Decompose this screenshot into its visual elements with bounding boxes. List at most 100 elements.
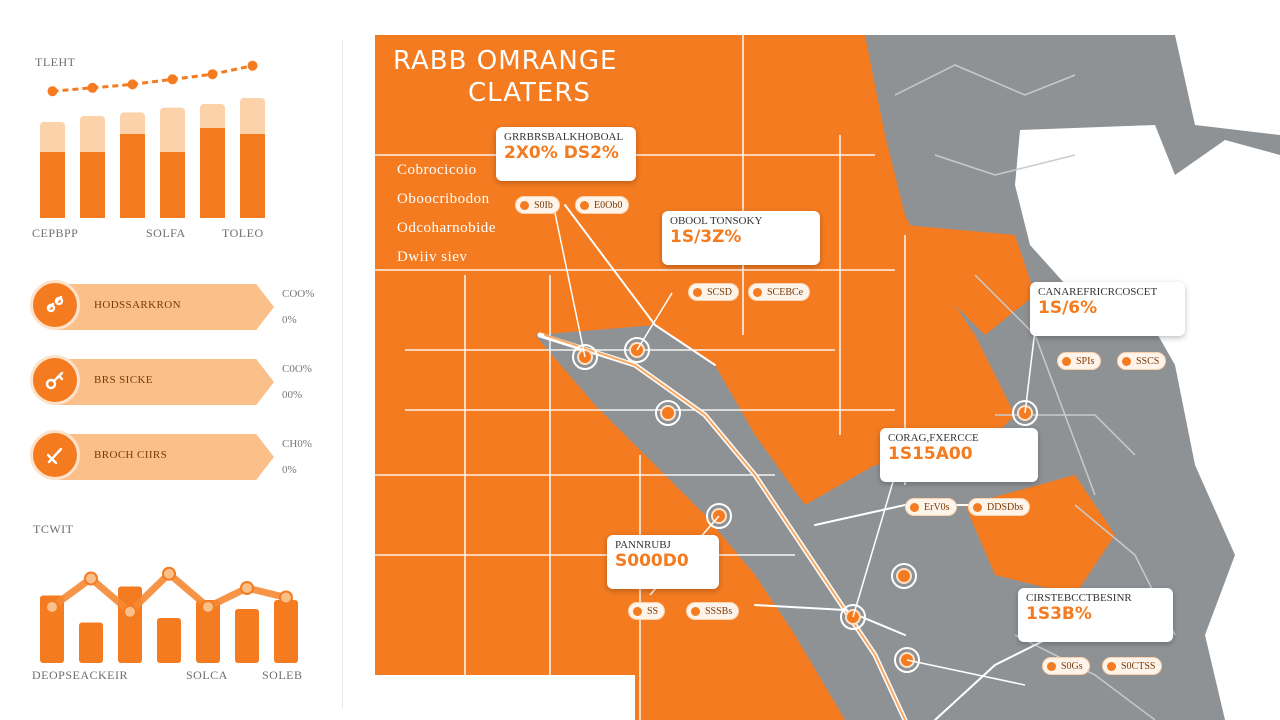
tag-dot — [1107, 661, 1116, 671]
trend-point — [87, 82, 98, 93]
top-chart-xlabel: CEPBPP — [32, 226, 79, 240]
bottom-combo-chart — [40, 566, 298, 663]
category-banner — [52, 284, 274, 330]
tag-label: DDSDbs — [987, 501, 1024, 513]
trend-point — [162, 566, 176, 581]
trend-point — [127, 79, 138, 90]
category-item[interactable]: BROCH CIIRS CH0% 0% — [30, 430, 330, 482]
callout-tag[interactable]: DDSDbs — [968, 498, 1031, 516]
map-callout[interactable]: GRRBRSBALKHOBOAL 2X0% DS2% — [496, 127, 636, 181]
map-callout[interactable]: CANAREFRICRCOSCET 1S/6% — [1030, 282, 1185, 336]
tag-label: SPIs — [1076, 355, 1095, 367]
map-callout[interactable]: CORAG,FXERCCE 1S15A00 — [880, 428, 1038, 482]
trend-point — [240, 581, 254, 595]
category-pct: COO% — [282, 288, 315, 300]
bottom-chart-xlabel: DEOPSEACKEIR — [32, 668, 129, 682]
trend-point — [247, 60, 258, 71]
bar — [40, 152, 65, 218]
bar — [240, 134, 265, 218]
tag-label: SCSD — [707, 286, 733, 298]
tag-label: S0Ib — [534, 199, 553, 211]
category-item[interactable]: BRS SICKE C0O% 00% — [30, 355, 330, 407]
callout-title: CANAREFRICRCOSCET — [1038, 286, 1158, 298]
bar — [79, 622, 103, 663]
map-subtitle: Cobrocicoio — [397, 162, 477, 178]
callout-tag[interactable]: E0Ob0 — [575, 196, 630, 214]
tag-dot — [633, 606, 642, 616]
tag-dot — [693, 287, 702, 297]
trend-point — [167, 74, 178, 85]
bottom-chart-title: TCWIT — [33, 522, 74, 536]
callout-tag[interactable]: SSCS — [1117, 352, 1167, 370]
bar — [160, 152, 185, 218]
trend-line — [52, 64, 253, 93]
bar — [196, 600, 220, 663]
tag-dot — [691, 606, 700, 616]
trend-point — [279, 590, 293, 605]
top-chart-title: TLEHT — [35, 55, 76, 69]
callout-value: 1S15A00 — [888, 444, 973, 464]
tag-dot — [1062, 356, 1071, 366]
callout-title: CORAG,FXERCCE — [888, 432, 979, 444]
key-icon — [30, 355, 80, 405]
tag-label: ErV0s — [924, 501, 950, 513]
top-chart-xlabel: TOLEO — [222, 226, 264, 240]
map-subtitle: Dwiiv siev — [397, 249, 468, 265]
bar — [80, 152, 105, 218]
trend-point — [84, 571, 98, 586]
callout-tag[interactable]: SSSBs — [686, 602, 740, 620]
callout-tag[interactable]: ErV0s — [905, 498, 957, 516]
category-pct: C0O% — [282, 363, 312, 375]
category-pct: 0% — [282, 314, 297, 326]
callout-value: 1S/6% — [1038, 298, 1098, 318]
tag-label: S0CTSS — [1121, 660, 1156, 672]
bar — [40, 595, 64, 663]
tag-dot — [580, 200, 589, 210]
category-banner — [52, 359, 274, 405]
map-subtitle: Oboocribodon — [397, 191, 490, 207]
tag-label: SSCS — [1136, 355, 1160, 367]
bar — [200, 128, 225, 218]
category-item[interactable]: HODSSARKRON COO% 0% — [30, 280, 330, 332]
category-label: BRS SICKE — [94, 374, 153, 386]
callout-title: PANNRUBJ — [615, 539, 671, 551]
map-callout[interactable]: CIRSTEBCCTBESINR 1S3B% — [1018, 588, 1173, 642]
tag-label: S0Gs — [1061, 660, 1083, 672]
tag-dot — [520, 200, 529, 210]
callout-tag[interactable]: SCSD — [688, 283, 740, 301]
callout-tag[interactable]: SPIs — [1057, 352, 1102, 370]
tag-dot — [753, 287, 762, 297]
map-title-line1: RABB OMRANGE — [393, 46, 618, 76]
tag-label: SS — [647, 605, 659, 617]
category-pct: CH0% — [282, 438, 312, 450]
category-label: BROCH CIIRS — [94, 449, 168, 461]
tag-dot — [1122, 356, 1131, 366]
callout-tag[interactable]: S0Ib — [515, 196, 560, 214]
trend-point — [207, 69, 218, 80]
category-banner — [52, 434, 274, 480]
callout-tag[interactable]: S0CTSS — [1102, 657, 1163, 675]
tag-dot — [1047, 661, 1056, 671]
tag-label: SSSBs — [705, 605, 733, 617]
map-subtitle: Odcoharnobide — [397, 220, 496, 236]
tag-label: SCEBCe — [767, 286, 804, 298]
bar — [118, 586, 142, 663]
bottom-chart-xlabel: SOLCA — [186, 668, 228, 682]
category-pct: 00% — [282, 389, 303, 401]
callout-title: OBOOL TONSOKY — [670, 215, 763, 227]
map-callout[interactable]: PANNRUBJ S000D0 — [607, 535, 719, 589]
tag-dot — [973, 502, 982, 512]
trend-point — [45, 600, 59, 614]
map-callout[interactable]: OBOOL TONSOKY 1S/3Z% — [662, 211, 820, 265]
callout-tag[interactable]: SS — [628, 602, 666, 620]
top-bar-chart — [40, 60, 265, 218]
tag-dot — [910, 502, 919, 512]
callout-tag[interactable]: SCEBCe — [748, 283, 811, 301]
category-pct: 0% — [282, 464, 297, 476]
link-icon — [30, 280, 80, 330]
callout-tag[interactable]: S0Gs — [1042, 657, 1090, 675]
map-title: RABB OMRANGE CLATERS — [393, 45, 617, 109]
bar — [274, 600, 298, 663]
trend-point — [47, 86, 58, 97]
bar — [235, 609, 259, 663]
